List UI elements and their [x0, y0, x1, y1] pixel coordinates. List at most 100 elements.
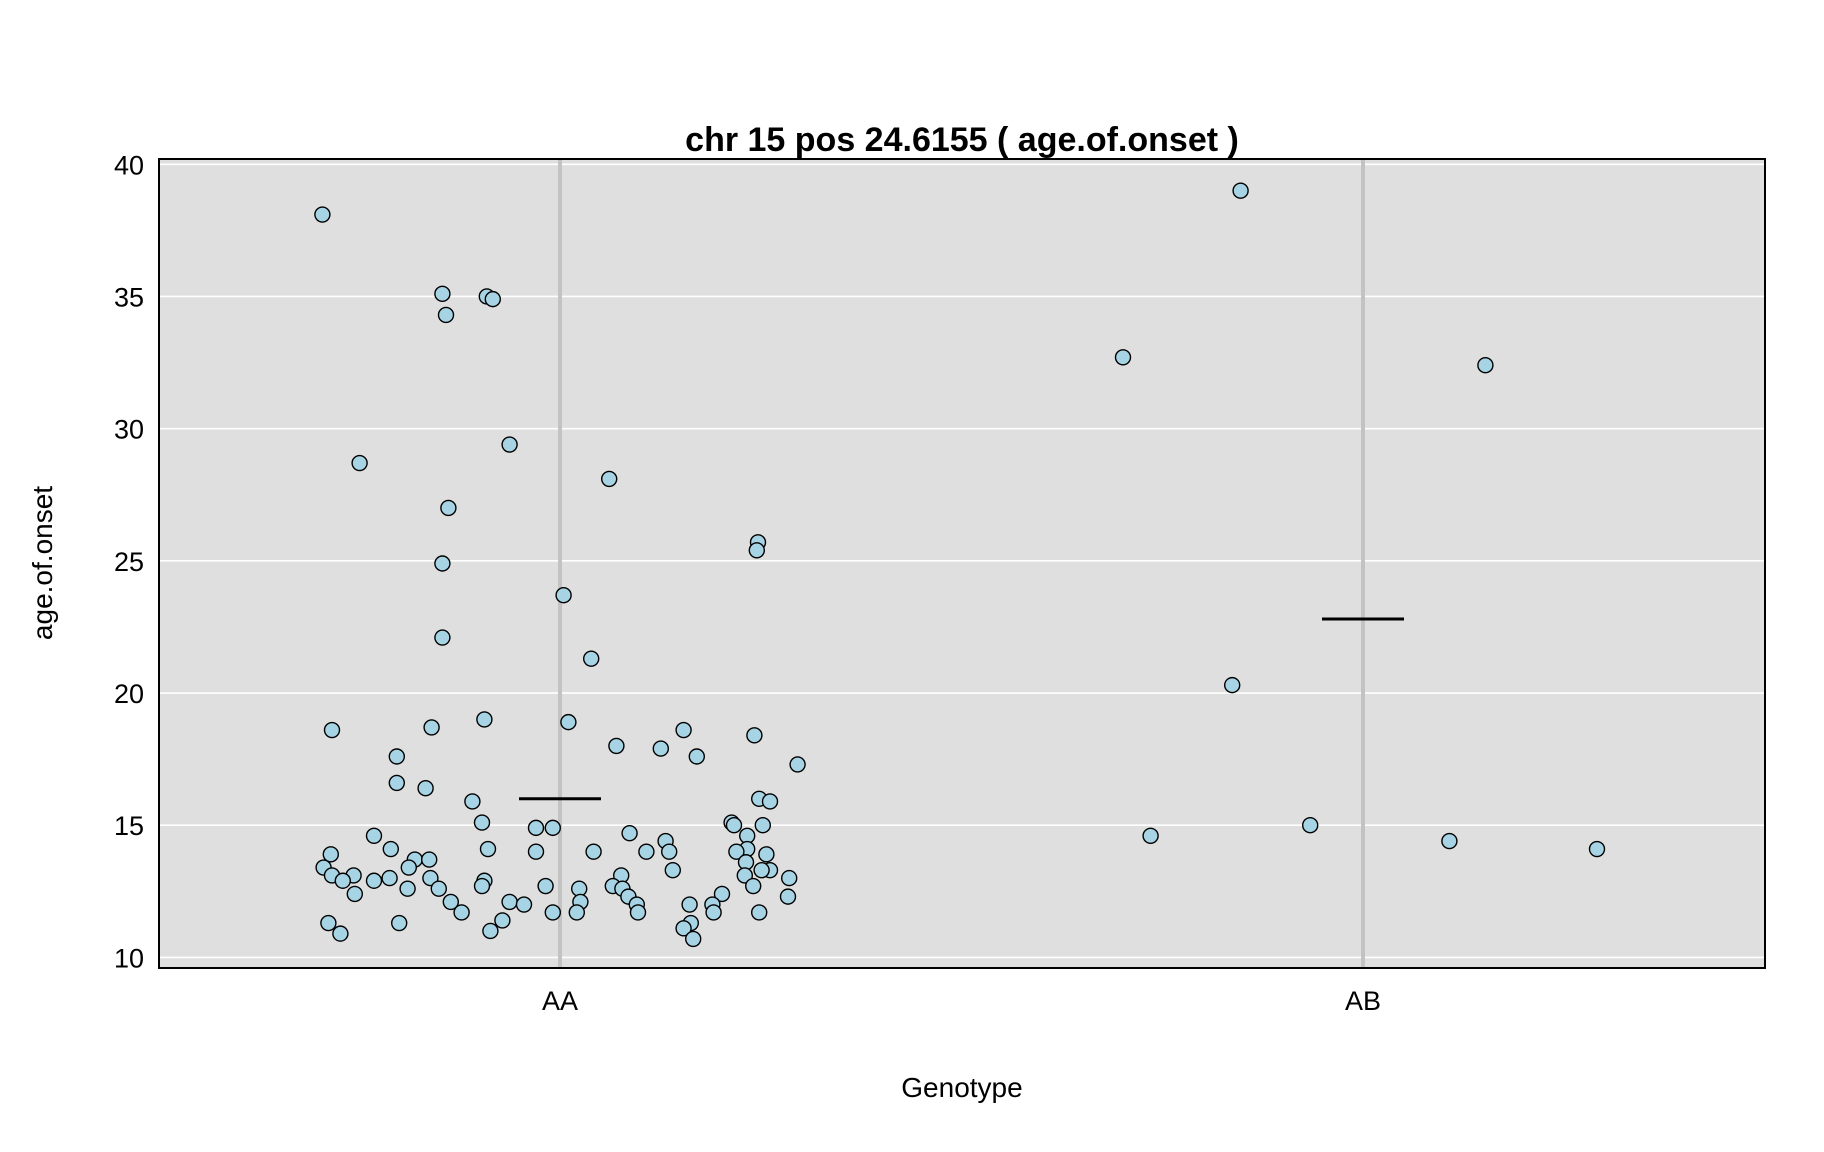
data-point-ab	[1142, 827, 1159, 845]
data-point-aa	[501, 893, 518, 911]
data-point-aa	[527, 843, 545, 860]
data-point-aa	[464, 793, 481, 810]
y-tick-label: 30	[114, 415, 144, 445]
x-axis-label: Genotype	[901, 1072, 1022, 1103]
data-point-aa	[421, 851, 438, 868]
data-point-aa	[322, 846, 339, 863]
data-point-aa	[440, 499, 457, 517]
data-point-aa	[745, 877, 762, 895]
data-point-ab	[1477, 357, 1494, 374]
data-point-aa	[382, 840, 399, 858]
data-point-ab	[1441, 832, 1458, 850]
data-point-aa	[430, 880, 447, 897]
y-tick-label: 15	[114, 811, 144, 841]
data-point-aa	[476, 711, 493, 728]
y-tick-label: 40	[114, 150, 144, 180]
data-point-aa	[638, 843, 655, 860]
data-point-aa	[473, 877, 491, 895]
data-point-aa	[501, 436, 518, 453]
data-point-aa	[681, 896, 698, 913]
data-point-ab	[1232, 182, 1249, 199]
data-point-aa	[761, 793, 779, 810]
y-tick-label: 25	[114, 547, 144, 577]
data-point-aa	[434, 555, 451, 572]
data-point-aa	[479, 840, 497, 858]
data-point-aa	[320, 914, 337, 932]
data-point-aa	[346, 885, 363, 903]
data-point-aa	[725, 817, 743, 834]
y-tick-label: 20	[114, 679, 144, 709]
data-point-aa	[555, 587, 572, 604]
data-point-aa	[417, 780, 434, 797]
data-point-aa	[334, 872, 351, 889]
data-point-aa	[365, 872, 383, 889]
data-point-aa	[391, 914, 408, 932]
data-point-aa	[789, 756, 806, 773]
data-point-aa	[583, 650, 600, 667]
chart-title: chr 15 pos 24.6155 ( age.of.onset )	[685, 121, 1239, 159]
data-point-aa	[314, 206, 331, 223]
data-point-aa	[728, 843, 745, 860]
data-point-aa	[713, 885, 731, 903]
data-point-aa	[434, 285, 451, 303]
data-point-aa	[484, 290, 501, 308]
panel-background	[159, 159, 1765, 968]
data-point-aa	[601, 470, 618, 488]
data-point-aa	[365, 827, 383, 845]
data-point-aa	[675, 920, 692, 937]
data-point-aa	[423, 719, 440, 736]
data-point-aa	[675, 721, 692, 739]
data-point-aa	[754, 817, 771, 834]
data-point-aa	[473, 814, 491, 831]
data-point-aa	[560, 713, 577, 731]
data-point-ab	[1301, 817, 1319, 834]
panel-border	[158, 158, 1766, 969]
y-tick-label: 10	[114, 943, 144, 973]
data-point-aa	[685, 930, 702, 948]
data-point-aa	[527, 819, 545, 837]
plot-panel	[158, 158, 1766, 969]
data-point-aa	[332, 925, 349, 942]
data-point-aa	[629, 904, 647, 921]
data-point-aa	[544, 819, 561, 837]
data-point-aa	[544, 904, 561, 921]
data-point-aa	[758, 846, 775, 863]
data-point-aa	[664, 861, 681, 879]
data-point-aa	[388, 774, 405, 792]
x-tick-label: AA	[542, 986, 578, 1016]
data-point-aa	[323, 721, 341, 739]
data-point-aa	[422, 869, 439, 887]
data-point-aa	[568, 904, 585, 921]
data-point-aa	[688, 748, 705, 765]
y-axis-label: age.of.onset	[27, 486, 58, 640]
data-point-aa	[434, 629, 451, 646]
data-point-aa	[388, 748, 405, 765]
data-point-aa	[494, 912, 511, 929]
data-point-aa	[351, 454, 368, 472]
data-point-aa	[779, 888, 797, 905]
data-point-aa	[442, 893, 459, 911]
x-axis: AA AB	[542, 986, 1381, 1016]
data-point-aa	[453, 904, 470, 921]
data-point-aa	[515, 896, 533, 913]
data-point-ab	[1223, 676, 1241, 694]
data-point-aa	[437, 306, 455, 324]
y-axis: 10 15 20 25 30 35 40	[114, 150, 144, 973]
data-point-aa	[608, 737, 625, 755]
x-tick-label: AB	[1345, 986, 1381, 1016]
y-tick-label: 35	[114, 282, 144, 312]
data-point-aa	[537, 877, 554, 895]
data-point-aa	[705, 904, 722, 921]
data-point-aa	[652, 740, 669, 757]
data-point-aa	[736, 867, 753, 884]
data-point-aa	[400, 859, 417, 876]
data-point-aa	[661, 843, 678, 860]
data-point-aa	[781, 869, 798, 887]
data-point-aa	[621, 824, 638, 842]
data-point-aa	[751, 904, 768, 921]
data-point-aa	[746, 727, 763, 744]
data-point-aa	[482, 922, 499, 940]
data-point-aa	[748, 542, 765, 559]
data-point-ab	[1114, 349, 1132, 366]
